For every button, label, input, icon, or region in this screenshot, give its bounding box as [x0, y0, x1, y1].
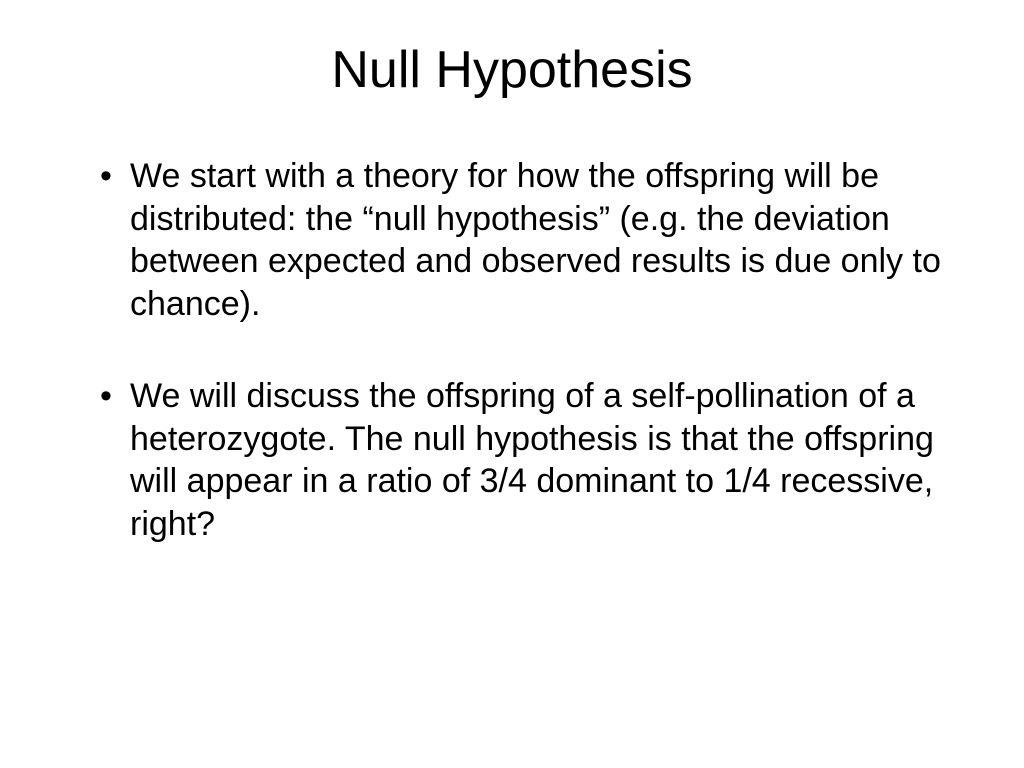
slide-container: Null Hypothesis We start with a theory f…	[0, 0, 1024, 768]
bullet-list: We start with a theory for how the offsp…	[60, 155, 964, 545]
slide-title: Null Hypothesis	[60, 40, 964, 100]
bullet-text: We start with a theory for how the offsp…	[130, 157, 941, 323]
bullet-text: We will discuss the offspring of a self-…	[130, 377, 934, 543]
bullet-item: We start with a theory for how the offsp…	[100, 155, 964, 325]
bullet-item: We will discuss the offspring of a self-…	[100, 375, 964, 545]
